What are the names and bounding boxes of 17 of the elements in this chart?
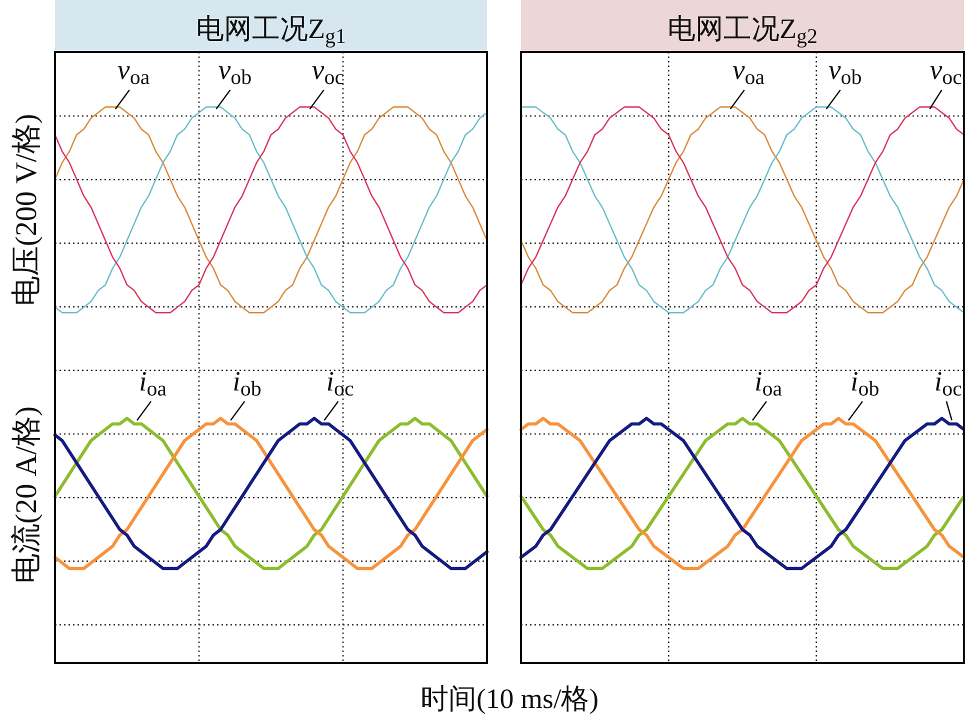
series-label: i$_{oc}$ bbox=[326, 366, 354, 400]
series-label: i$_{ob}$ bbox=[232, 366, 262, 400]
text: 电流(20 A/格) bbox=[10, 406, 43, 584]
chart-title: 电网工况Z$_{g1}$ bbox=[196, 14, 346, 48]
series-label: v$_{oc}$ bbox=[312, 55, 344, 89]
series-label: i$_{oc}$ bbox=[934, 366, 962, 400]
series-label: v$_{oa}$ bbox=[732, 55, 766, 89]
series-label: i$_{oa}$ bbox=[754, 366, 783, 400]
x-axis-title: 时间(10 ms/格) bbox=[420, 684, 599, 715]
series-label: v$_{oa}$ bbox=[117, 55, 150, 89]
series-label: i$_{oa}$ bbox=[139, 366, 168, 400]
series-label: v$_{ob}$ bbox=[218, 55, 252, 89]
series-label: v$_{ob}$ bbox=[828, 55, 862, 89]
series-label: i$_{ob}$ bbox=[850, 366, 880, 400]
y-axis-title: 电压(200 V/格) bbox=[10, 114, 43, 306]
chart-title: 电网工况Z$_{g2}$ bbox=[667, 14, 818, 48]
series-label: v$_{oc}$ bbox=[930, 55, 962, 89]
